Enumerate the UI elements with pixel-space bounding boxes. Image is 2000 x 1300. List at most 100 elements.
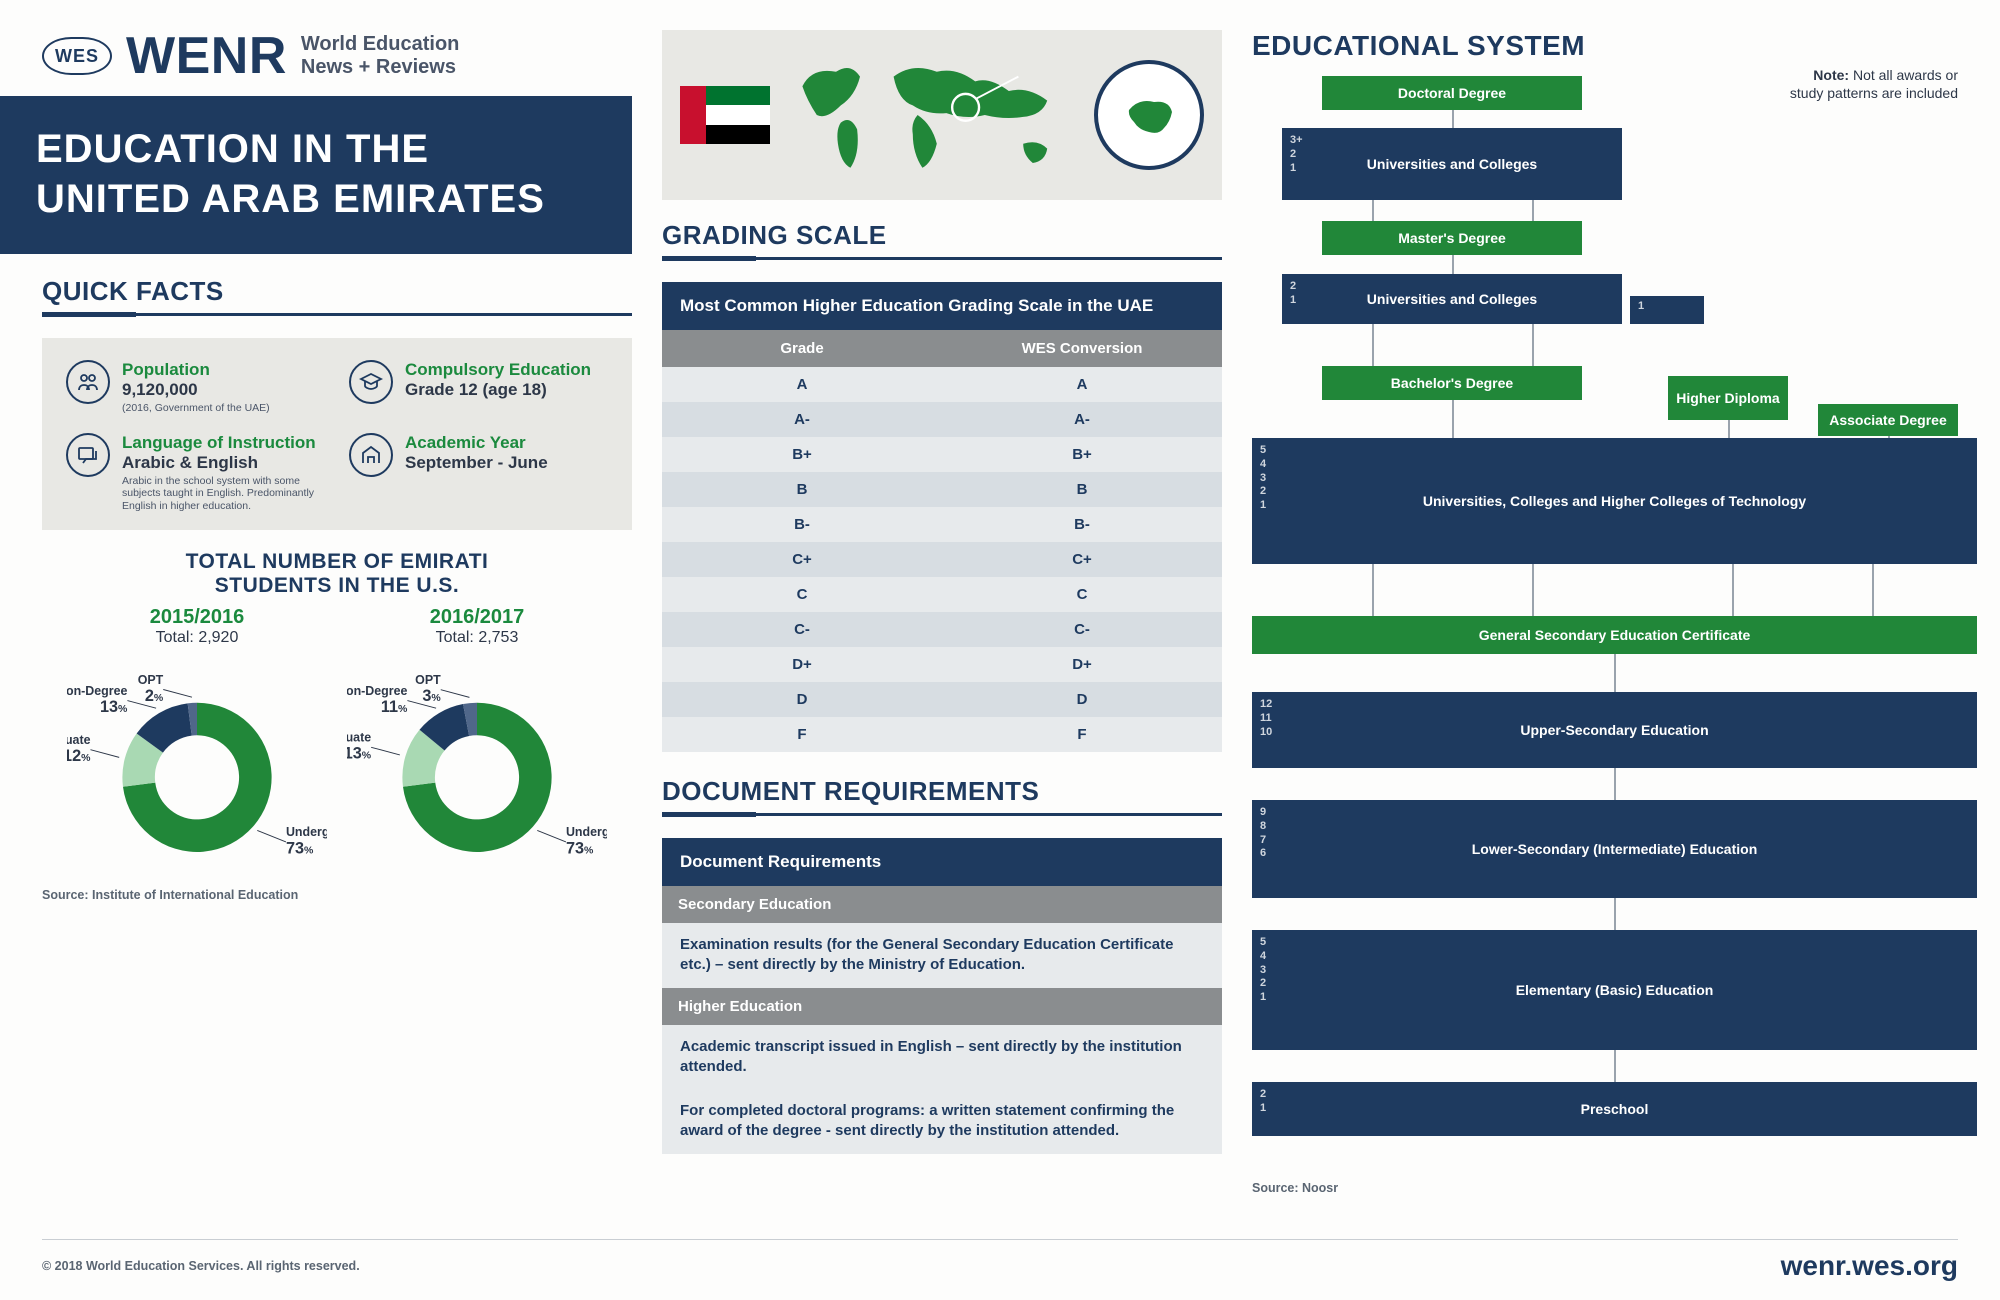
conversion-cell: A-: [942, 402, 1222, 437]
edu-note: Note: Not all awards or study patterns a…: [1778, 66, 1958, 102]
svg-text:73%: 73%: [286, 840, 314, 858]
students-source: Source: Institute of International Educa…: [42, 888, 632, 902]
edu-level-block: 121110Upper-Secondary Education: [1252, 692, 1977, 768]
copyright: © 2018 World Education Services. All rig…: [42, 1259, 360, 1273]
edu-level-block: 54321Elementary (Basic) Education: [1252, 930, 1977, 1050]
brand-logo: WES WENR World Education News + Reviews: [42, 30, 632, 82]
arrow-icon: [1532, 564, 1534, 616]
fact-value: 9,120,000: [122, 380, 270, 400]
grade-cell: C: [662, 577, 942, 612]
docreq-heading: DOCUMENT REQUIREMENTS: [662, 776, 1222, 807]
svg-text:Graduate: Graduate: [347, 731, 371, 745]
edu-system-diagram: Doctoral Degree Master's Degree Bachelor's…: [1252, 76, 1958, 1171]
fact-language: Language of Instruction Arabic & English…: [66, 433, 325, 513]
edu-award-block: Associate Degree: [1818, 404, 1958, 436]
grading-heading: GRADING SCALE: [662, 220, 1222, 251]
wenr-name: WENR: [126, 30, 287, 82]
fact-note: (2016, Government of the UAE): [122, 402, 270, 415]
quickfacts-box: Population 9,120,000 (2016, Government o…: [42, 338, 632, 530]
docreq-body: Academic transcript issued in English – …: [662, 1025, 1222, 1090]
docreq-subhead: Higher Education: [662, 988, 1222, 1025]
fact-note: Arabic in the school system with some su…: [122, 475, 325, 513]
svg-text:13%: 13%: [347, 745, 372, 763]
total-label: Total: 2,753: [347, 629, 607, 647]
divider: [42, 313, 632, 316]
donut-chart: 2015/2016 Total: 2,920 Undergraduate73%G…: [67, 606, 327, 878]
graduation-icon: [349, 360, 393, 404]
edu-award-block: Master's Degree: [1322, 221, 1582, 255]
edu-award-block: Doctoral Degree: [1322, 76, 1582, 110]
fact-compulsory: Compulsory Education Grade 12 (age 18): [349, 360, 608, 415]
table-row: B-B-: [662, 507, 1222, 542]
arrow-icon: [1372, 324, 1374, 366]
col-grade: Grade: [662, 330, 942, 367]
col-conversion: WES Conversion: [942, 330, 1222, 367]
fact-label: Population: [122, 360, 270, 380]
conversion-cell: D: [942, 682, 1222, 717]
grade-cell: C+: [662, 542, 942, 577]
fact-population: Population 9,120,000 (2016, Government o…: [66, 360, 325, 415]
arrow-icon: [1732, 564, 1734, 616]
docreq-table: Document Requirements Secondary Educatio…: [662, 838, 1222, 1154]
docreq-body: Examination results (for the General Sec…: [662, 923, 1222, 988]
edu-level-block: 21Preschool: [1252, 1082, 1977, 1136]
svg-text:13%: 13%: [100, 698, 128, 716]
grade-cell: B-: [662, 507, 942, 542]
edu-level-block: 3+21Universities and Colleges: [1282, 128, 1622, 200]
divider: [662, 257, 1222, 260]
grade-cell: B: [662, 472, 942, 507]
grade-cell: D+: [662, 647, 942, 682]
site-url: wenr.wes.org: [1781, 1250, 1958, 1282]
table-row: DD: [662, 682, 1222, 717]
divider: [662, 813, 1222, 816]
conversion-cell: C+: [942, 542, 1222, 577]
edu-award-block: Bachelor's Degree: [1322, 366, 1582, 400]
conversion-cell: B+: [942, 437, 1222, 472]
svg-text:Non-Degree: Non-Degree: [67, 684, 127, 698]
arrow-icon: [1614, 898, 1616, 930]
arrow-icon: [1614, 1050, 1616, 1082]
fact-value: Arabic & English: [122, 453, 325, 473]
conversion-cell: F: [942, 717, 1222, 752]
docreq-extra: For completed doctoral programs: a writt…: [662, 1089, 1222, 1154]
conversion-cell: D+: [942, 647, 1222, 682]
wenr-sub1: World Education: [301, 33, 460, 56]
arrow-icon: [1372, 564, 1374, 616]
svg-text:OPT: OPT: [138, 673, 164, 687]
arrow-icon: [1532, 324, 1534, 366]
table-row: A-A-: [662, 402, 1222, 437]
edu-level-block: 9876Lower-Secondary (Intermediate) Educa…: [1252, 800, 1977, 898]
edu-heading: EDUCATIONAL SYSTEM: [1252, 30, 1958, 62]
table-row: C-C-: [662, 612, 1222, 647]
arrow-icon: [1614, 654, 1616, 692]
conversion-cell: B-: [942, 507, 1222, 542]
wes-badge: WES: [42, 37, 112, 75]
edu-level-block: 54321Universities, Colleges and Higher C…: [1252, 438, 1977, 564]
edu-award-block: General Secondary Education Certificate: [1252, 616, 1977, 654]
arrow-icon: [1614, 768, 1616, 800]
svg-text:2%: 2%: [145, 687, 164, 705]
uae-highlight-icon: [1094, 60, 1204, 170]
grade-cell: A-: [662, 402, 942, 437]
edu-source: Source: Noosr: [1252, 1181, 1958, 1195]
grade-cell: C-: [662, 612, 942, 647]
map-box: [662, 30, 1222, 200]
grade-cell: F: [662, 717, 942, 752]
fact-label: Language of Instruction: [122, 433, 325, 453]
svg-text:11%: 11%: [381, 698, 408, 716]
grade-cell: A: [662, 367, 942, 402]
arrow-icon: [1452, 110, 1454, 128]
table-header-row: Grade WES Conversion: [662, 330, 1222, 367]
language-icon: [66, 433, 110, 477]
edu-award-block: Higher Diploma: [1668, 376, 1788, 420]
docreq-subhead: Secondary Education: [662, 886, 1222, 923]
quickfacts-heading: QUICK FACTS: [42, 276, 632, 307]
people-icon: [66, 360, 110, 404]
conversion-cell: B: [942, 472, 1222, 507]
arrow-icon: [1372, 200, 1374, 221]
arrow-icon: [1872, 564, 1874, 616]
svg-text:OPT: OPT: [415, 673, 441, 687]
svg-text:12%: 12%: [67, 748, 91, 766]
table-title: Most Common Higher Education Grading Sca…: [662, 282, 1222, 330]
svg-text:Undergraduate: Undergraduate: [286, 826, 327, 840]
